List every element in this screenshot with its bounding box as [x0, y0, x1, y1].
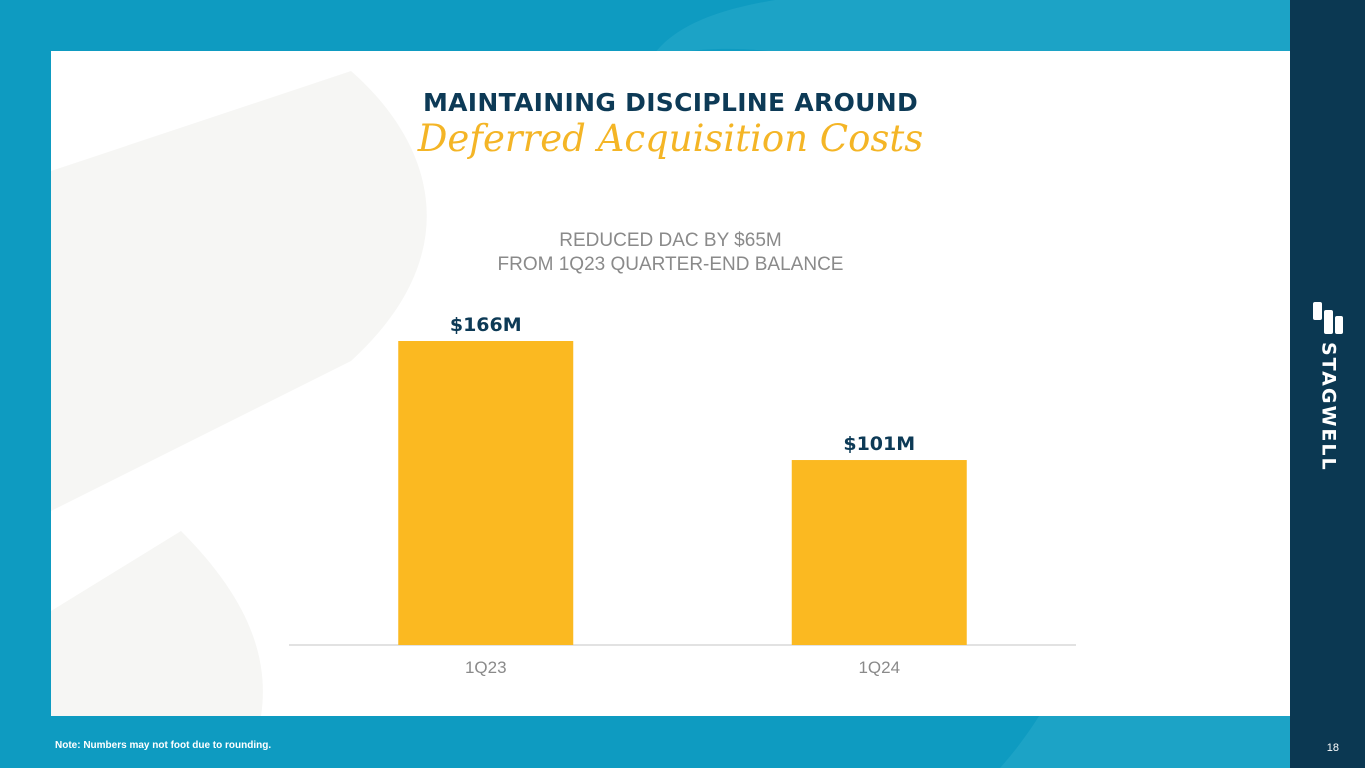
- slide-title: MAINTAINING DISCIPLINE AROUND: [422, 88, 919, 117]
- data-label: $166M: [450, 314, 522, 336]
- page-number: 18: [1326, 742, 1339, 754]
- bar-1q23: [398, 341, 574, 645]
- x-tick-label: 1Q23: [465, 658, 507, 677]
- data-label: $101M: [843, 433, 915, 455]
- chart-subtitle: REDUCED DAC BY $65M FROM 1Q23 QUARTER-EN…: [51, 229, 1290, 277]
- bar-chart: $166M 1Q23 $101M 1Q24: [289, 314, 1076, 677]
- content-panel: MAINTAINING DISCIPLINE AROUND Deferred A…: [51, 51, 1290, 716]
- panel-watermark: [51, 71, 427, 716]
- slide-subtitle: Deferred Acquisition Costs: [417, 117, 924, 160]
- stagwell-mark-icon: [1313, 302, 1343, 334]
- footnote: Note: Numbers may not foot due to roundi…: [55, 740, 272, 751]
- chart-subtitle-line-1: REDUCED DAC BY $65M: [559, 230, 782, 251]
- brand-wordmark: STAGWELL: [1317, 342, 1340, 472]
- x-tick-label: 1Q24: [858, 658, 900, 677]
- bar-1q24: [791, 460, 967, 645]
- stagwell-logo: STAGWELL: [1308, 302, 1348, 472]
- brand-sidebar: STAGWELL 18: [1290, 0, 1365, 768]
- chart-subtitle-line-2: FROM 1Q23 QUARTER-END BALANCE: [497, 254, 844, 275]
